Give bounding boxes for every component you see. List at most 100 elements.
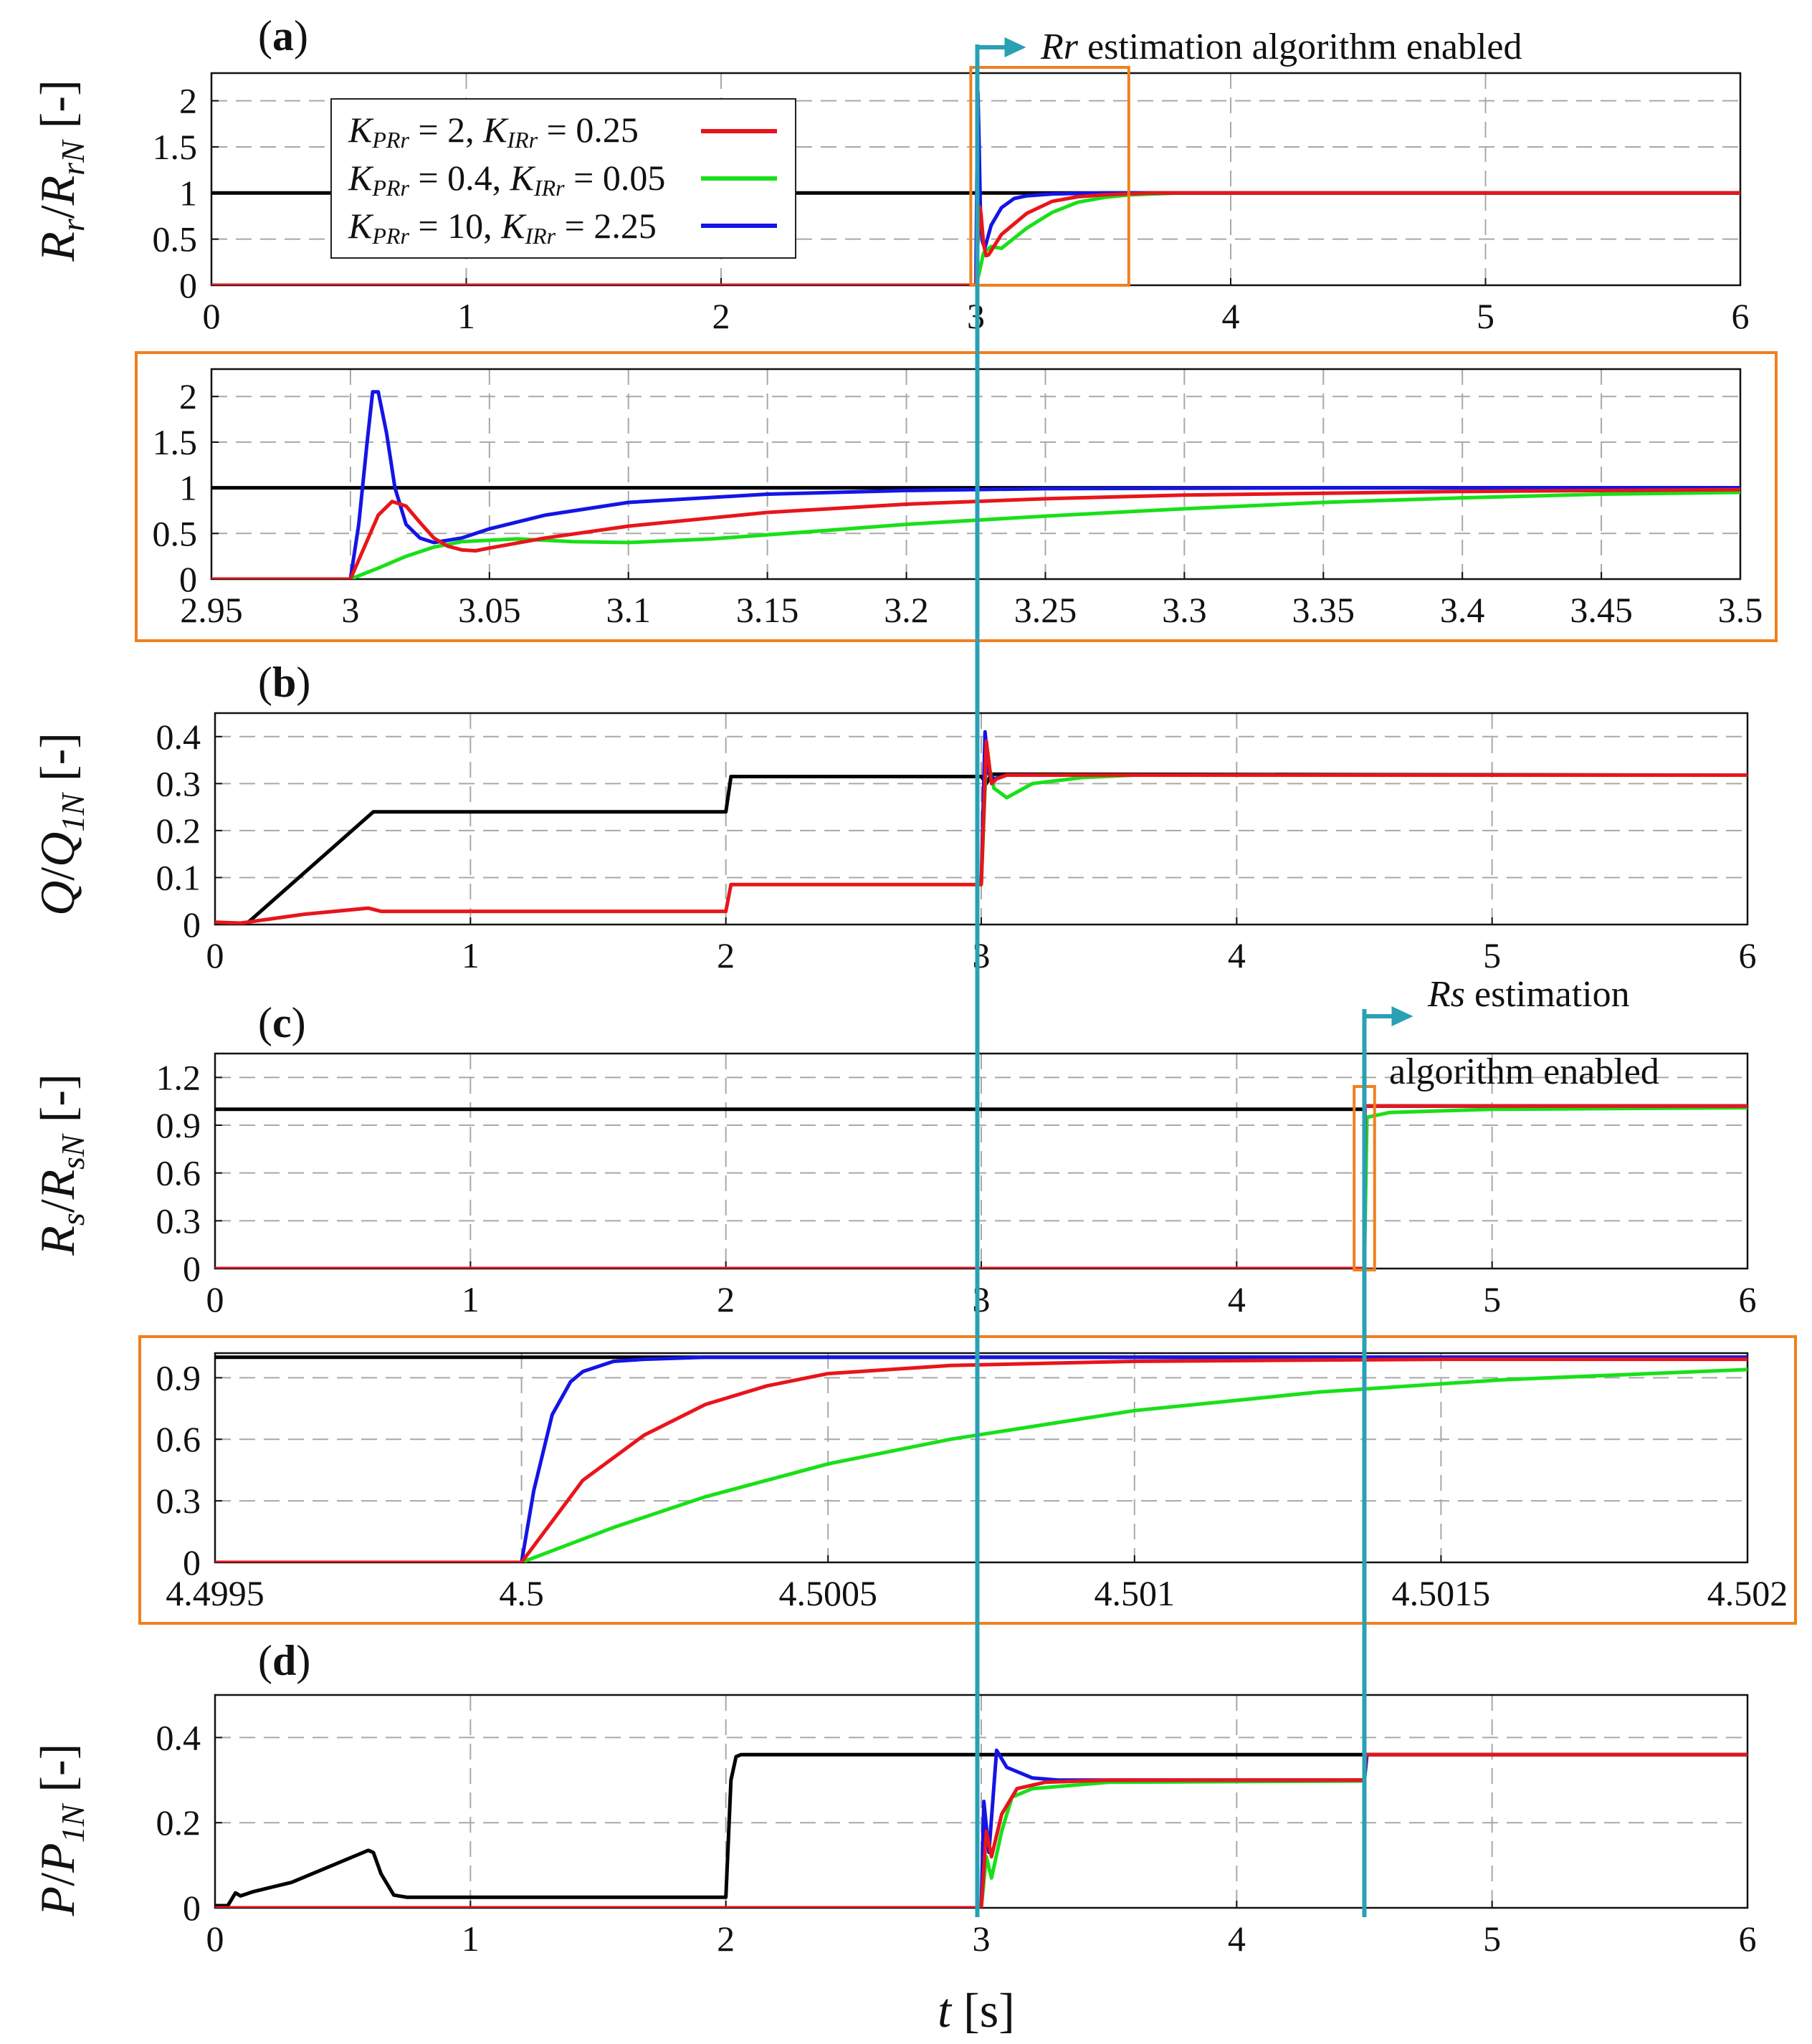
xtick-label-b-2: 2 <box>717 935 735 975</box>
ytick-label-c-zoom-0: 0 <box>183 1542 201 1582</box>
ytick-label-b-3: 0.3 <box>156 763 201 803</box>
panel-label-b: (b) <box>258 659 310 706</box>
xtick-label-b-0: 0 <box>206 935 224 975</box>
ytick-label-c-4: 1.2 <box>156 1057 201 1097</box>
xtick-label-c-zoom-2: 4.5005 <box>778 1573 877 1613</box>
xtick-label-d-6: 6 <box>1739 1919 1757 1959</box>
xlabel: t [s] <box>938 1983 1015 2038</box>
series-a-zoom-case1 <box>211 487 1740 579</box>
ytick-label-a-zoom-1: 0.5 <box>153 513 198 553</box>
xtick-label-d-5: 5 <box>1483 1919 1501 1959</box>
ytick-label-c-zoom-2: 0.6 <box>156 1419 201 1459</box>
series-c-zoom-case2 <box>520 1367 1747 1562</box>
legend-entry-3-label: KPRr = 10, KIRr = 2.25 <box>348 206 657 249</box>
ytick-label-b-2: 0.2 <box>156 811 201 851</box>
series-a-zoom-case3 <box>211 390 1740 579</box>
xtick-label-c-3: 3 <box>973 1279 991 1319</box>
ytick-label-c-1: 0.3 <box>156 1200 201 1241</box>
ylabel-c: Rs/RsN [-] <box>30 1074 91 1256</box>
xtick-label-b-4: 4 <box>1228 935 1246 975</box>
ytick-label-d-0: 0 <box>183 1888 201 1928</box>
xtick-label-b-6: 6 <box>1739 935 1757 975</box>
xtick-label-c-zoom-4: 4.5015 <box>1392 1573 1491 1613</box>
xtick-label-d-3: 3 <box>973 1919 991 1959</box>
xtick-label-c-4: 4 <box>1228 1279 1246 1319</box>
ytick-label-c-3: 0.9 <box>156 1105 201 1145</box>
panel-label-c: (c) <box>258 999 306 1046</box>
rr-enabled-annotation: Rr estimation algorithm enabled <box>1040 27 1522 67</box>
series-c-zoom-case3 <box>215 1355 1747 1562</box>
xtick-label-c-zoom-5: 4.502 <box>1707 1573 1788 1613</box>
xtick-label-a-zoom-0: 2.95 <box>180 590 243 630</box>
xtick-label-c-0: 0 <box>206 1279 224 1319</box>
xtick-label-b-5: 5 <box>1483 935 1501 975</box>
xtick-label-c-1: 1 <box>462 1279 480 1319</box>
xtick-label-a-zoom-5: 3.2 <box>884 590 929 630</box>
xtick-label-a-6: 6 <box>1732 296 1750 336</box>
ytick-label-a-zoom-4: 2 <box>179 376 197 416</box>
ylabel-b: Q/Q1N [-] <box>30 732 91 916</box>
ytick-label-a-2: 1 <box>179 173 197 213</box>
ytick-label-b-4: 0.4 <box>156 717 201 757</box>
ytick-label-b-0: 0 <box>183 904 201 945</box>
ytick-label-a-zoom-3: 1.5 <box>153 422 198 462</box>
xtick-label-d-4: 4 <box>1228 1919 1246 1959</box>
xtick-label-c-6: 6 <box>1739 1279 1757 1319</box>
series-c-case2 <box>1363 1106 1747 1269</box>
rr-enable-arrow-shaft <box>975 45 1008 65</box>
xtick-label-a-2: 2 <box>712 296 730 336</box>
xtick-label-c-zoom-3: 4.501 <box>1095 1573 1176 1613</box>
xtick-label-d-1: 1 <box>462 1919 480 1959</box>
ytick-label-c-0: 0 <box>183 1248 201 1289</box>
series-b-case1 <box>215 739 1747 925</box>
xtick-label-d-2: 2 <box>717 1919 735 1959</box>
ytick-label-c-zoom-1: 0.3 <box>156 1481 201 1521</box>
ytick-label-d-1: 0.2 <box>156 1802 201 1843</box>
xtick-label-a-zoom-10: 3.45 <box>1570 590 1633 630</box>
zoom-region-a <box>969 66 1130 287</box>
xtick-label-a-zoom-8: 3.35 <box>1292 590 1355 630</box>
xtick-label-c-zoom-1: 4.5 <box>499 1573 544 1613</box>
overlay-layer <box>135 37 1797 1917</box>
series-d-reference <box>215 1752 1747 1908</box>
xtick-label-c-2: 2 <box>717 1279 735 1319</box>
legend-entry-2-label: KPRr = 0.4, KIRr = 0.05 <box>348 158 665 201</box>
rs-algorithm-annotation: algorithm enabled <box>1389 1051 1659 1092</box>
axes-frame-c-zoom <box>214 1352 1749 1564</box>
xtick-label-a-5: 5 <box>1477 296 1494 336</box>
xtick-label-b-1: 1 <box>462 935 480 975</box>
legend-entry-1-label: KPRr = 2, KIRr = 0.25 <box>348 110 639 153</box>
ytick-label-c-zoom-3: 0.9 <box>156 1357 201 1398</box>
xtick-label-a-0: 0 <box>203 296 221 336</box>
xtick-label-a-zoom-7: 3.3 <box>1162 590 1207 630</box>
rs-estimation-annotation: Rs estimation <box>1427 974 1630 1015</box>
series-c-case3 <box>1363 1104 1747 1269</box>
series-a-zoom-case2 <box>211 490 1740 579</box>
axes-layer: 012345600.511.522.9533.053.13.153.23.253… <box>153 72 1788 1959</box>
xtick-label-a-zoom-2: 3.05 <box>458 590 521 630</box>
xtick-label-c-5: 5 <box>1483 1279 1501 1319</box>
rs-enable-arrow-shaft <box>1362 1014 1395 1032</box>
zoom-frame-c <box>138 1335 1797 1625</box>
xtick-label-a-zoom-4: 3.15 <box>736 590 799 630</box>
xtick-label-c-zoom-0: 4.4995 <box>166 1573 264 1613</box>
xtick-label-a-zoom-1: 3 <box>341 590 359 630</box>
ytick-label-a-zoom-0: 0 <box>179 559 197 599</box>
legend: KPRr = 2, KIRr = 0.25 KPRr = 0.4, KIRr =… <box>330 98 796 259</box>
panel-label-a: (a) <box>258 12 308 59</box>
zoom-frame-a <box>135 351 1778 642</box>
xtick-label-a-zoom-3: 3.1 <box>606 590 651 630</box>
series-b-case3 <box>979 730 1747 885</box>
panel-label-d: (d) <box>258 1637 310 1684</box>
ytick-label-a-1: 0.5 <box>153 219 198 259</box>
ytick-label-c-2: 0.6 <box>156 1153 201 1193</box>
rr-enable-arrow-head <box>1004 37 1026 57</box>
ytick-label-a-0: 0 <box>179 265 197 305</box>
ytick-label-a-zoom-2: 1 <box>179 468 197 508</box>
ylabel-a: Rr/RrN [-] <box>30 80 91 262</box>
xtick-label-a-4: 4 <box>1222 296 1240 336</box>
xtick-label-a-zoom-11: 3.5 <box>1718 590 1763 630</box>
xtick-label-d-0: 0 <box>206 1919 224 1959</box>
ytick-label-a-4: 2 <box>179 81 197 121</box>
